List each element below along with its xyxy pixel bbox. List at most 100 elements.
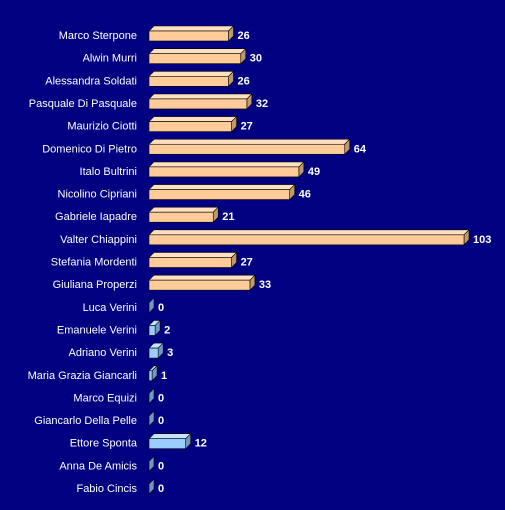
bar — [148, 70, 235, 88]
value-label: 3 — [167, 347, 173, 359]
value-label: 32 — [256, 98, 268, 110]
category-label: Stefania Mordenti — [51, 257, 137, 269]
bar-front-face — [148, 325, 156, 336]
bar-top-face — [148, 206, 219, 213]
value-label: 12 — [195, 438, 207, 450]
bar — [148, 342, 164, 359]
value-label: 49 — [308, 166, 320, 178]
bar — [148, 319, 161, 337]
bar-top-face — [148, 138, 351, 145]
bar-top-face — [148, 184, 296, 190]
bar — [148, 47, 247, 65]
bar — [148, 115, 238, 133]
value-label: 27 — [241, 121, 253, 133]
bar — [148, 161, 305, 178]
bar-front-face — [148, 438, 186, 450]
category-label: Pasquale Di Pasquale — [29, 98, 137, 110]
bar-top-face — [148, 161, 305, 168]
category-label: Italo Bultrini — [80, 166, 137, 178]
value-label: 2 — [164, 324, 170, 336]
value-label: 0 — [158, 392, 164, 404]
bar-front-face — [148, 98, 248, 110]
category-label: Marco Sterpone — [59, 30, 137, 42]
bar-top-face — [148, 229, 470, 236]
category-label: Giuliana Properzi — [53, 279, 137, 291]
bar-front-face — [148, 166, 300, 178]
category-label: Valter Chiappini — [60, 234, 137, 246]
category-label: Fabio Cincis — [76, 483, 137, 495]
category-label: Luca Verini — [83, 302, 137, 314]
category-label: Anna De Amicis — [59, 460, 137, 472]
value-label: 26 — [238, 30, 250, 42]
bar-front-face — [148, 121, 232, 132]
category-label: Emanuele Verini — [57, 324, 137, 336]
value-label: 1 — [161, 370, 167, 382]
bar-front-face — [148, 189, 290, 200]
category-label: Marco Equizi — [73, 392, 137, 404]
bar — [148, 206, 219, 223]
category-label: Giancarlo Della Pelle — [34, 415, 137, 427]
bar-top-face — [148, 71, 235, 77]
bar-front-face — [148, 143, 346, 155]
value-label: 0 — [158, 460, 164, 472]
bar-top-face — [148, 252, 238, 258]
bars — [148, 25, 470, 495]
bar — [148, 25, 235, 42]
category-labels: Marco Sterpone Alwin Murri Alessandra Sold… — [28, 30, 138, 495]
value-label: 27 — [241, 257, 253, 269]
value-label: 46 — [299, 189, 311, 201]
value-label: 64 — [354, 143, 367, 155]
bar — [148, 365, 158, 382]
bar-side-face — [148, 455, 155, 473]
value-label: 0 — [158, 483, 164, 495]
bar-side-face — [148, 387, 155, 405]
bar-side-face — [148, 478, 155, 495]
bar — [148, 297, 155, 314]
category-label: Ettore Sponta — [70, 438, 138, 450]
bar — [148, 274, 256, 291]
bar-top-face — [148, 433, 192, 440]
category-label: Adriano Verini — [69, 347, 138, 359]
bar-side-face — [148, 297, 155, 314]
bar-side-face — [148, 410, 155, 427]
bar — [148, 138, 351, 155]
bar-front-face — [148, 234, 465, 246]
value-label: 26 — [238, 75, 250, 87]
value-label: 0 — [158, 302, 164, 314]
value-label: 33 — [259, 279, 271, 291]
value-label: 30 — [250, 53, 262, 65]
bar-front-face — [148, 347, 159, 359]
category-label: Domenico Di Pietro — [42, 143, 137, 155]
bar — [148, 229, 470, 246]
category-label: Alessandra Soldati — [45, 75, 137, 87]
bar — [148, 251, 238, 269]
bar-top-face — [148, 25, 235, 32]
category-label: Maria Grazia Giancarli — [28, 370, 137, 382]
bar — [148, 387, 155, 405]
value-label: 103 — [473, 234, 491, 246]
bar — [148, 410, 155, 427]
category-label: Alwin Murri — [83, 53, 137, 65]
bar-front-face — [148, 30, 229, 42]
bar-front-face — [148, 211, 214, 223]
bar-front-face — [148, 76, 229, 87]
bar — [148, 93, 253, 110]
bar — [148, 455, 155, 473]
category-label: Nicolino Cipriani — [58, 189, 137, 201]
bar-front-face — [148, 279, 251, 291]
bar — [148, 183, 296, 201]
bar-front-face — [148, 370, 153, 382]
bar-top-face — [148, 116, 238, 122]
bar-top-face — [148, 274, 256, 281]
bar-top-face — [148, 48, 247, 54]
bar-front-face — [148, 53, 242, 64]
bar — [148, 478, 155, 495]
bar-top-face — [148, 93, 253, 100]
category-label: Gabriele Iapadre — [55, 211, 137, 223]
value-label: 21 — [222, 211, 234, 223]
bar-front-face — [148, 257, 232, 268]
value-label: 0 — [158, 415, 164, 427]
